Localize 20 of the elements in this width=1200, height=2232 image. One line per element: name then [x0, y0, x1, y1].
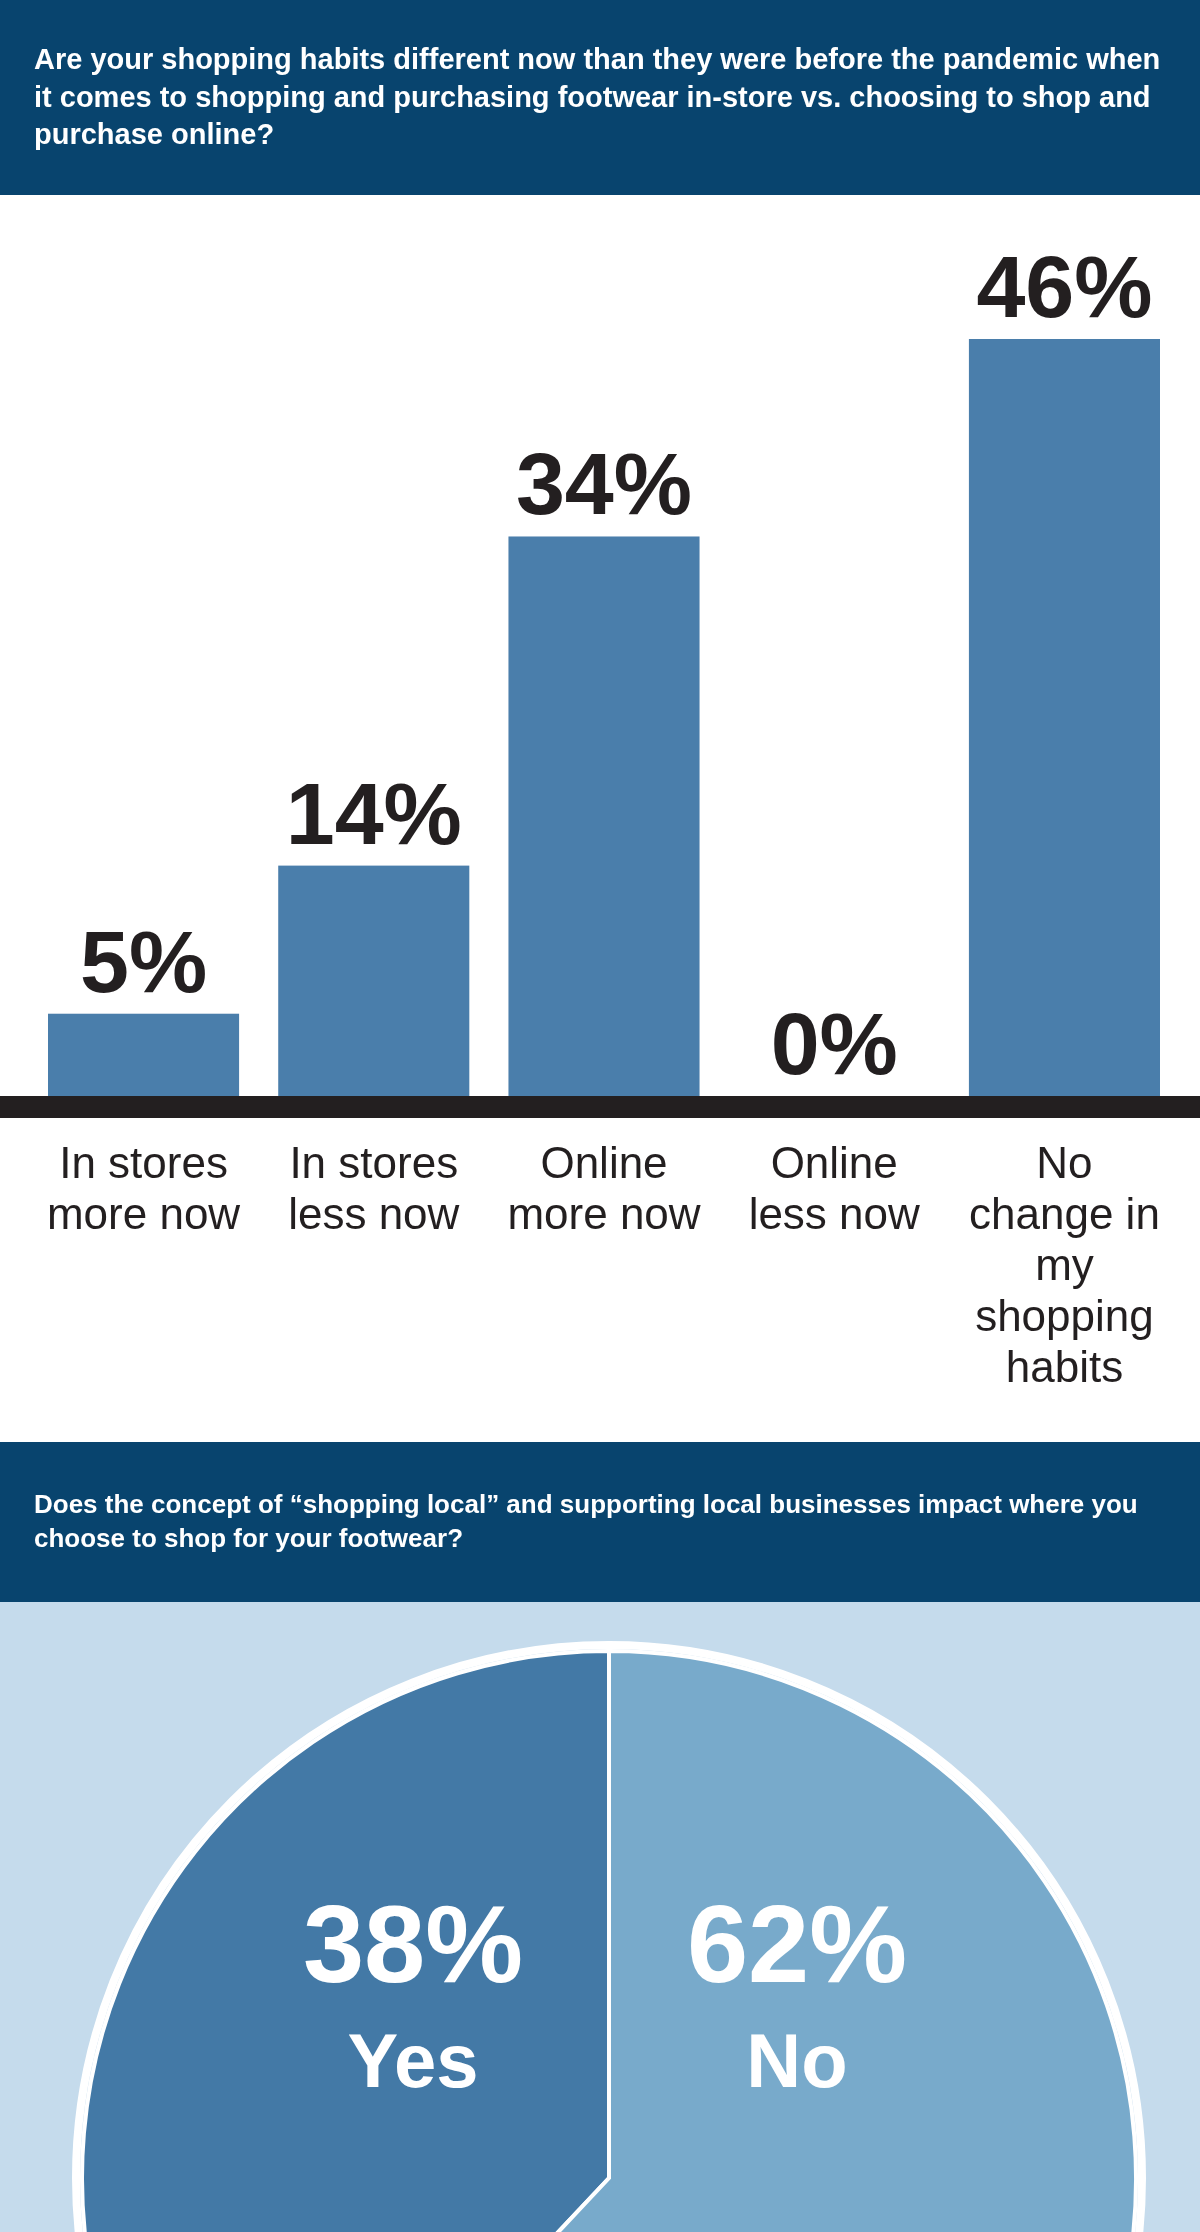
- bar: [968, 339, 1160, 1096]
- data-label: 38%: [302, 1882, 524, 2005]
- slice-label: No: [746, 2018, 848, 2103]
- data-label: 0%: [770, 994, 898, 1093]
- data-label: 14%: [285, 763, 462, 863]
- chart-title: Does the concept of “shopping local” and supporting local businesses impact where you choose to shop for your footwear?: [34, 1488, 1139, 1555]
- data-label: 46%: [976, 237, 1153, 336]
- bar: [48, 1013, 240, 1096]
- bar: [278, 865, 470, 1096]
- chart-title: Are your shopping habits different now than they were before the pandemic when it comes to shopping and purchasing footwear in-store vs. choosing to shop and purchase online?: [34, 41, 1162, 153]
- x-tick-label: In stores less now: [288, 1138, 460, 1238]
- data-label: 34%: [515, 434, 693, 534]
- x-tick-label: In stores more now: [46, 1138, 241, 1238]
- data-label: 62%: [686, 1882, 908, 2005]
- slice-label: Yes: [347, 2018, 479, 2103]
- data-label: 5%: [79, 911, 208, 1011]
- x-tick-label: No change in my shopping habits: [969, 1138, 1160, 1391]
- x-tick-label: Online less now: [748, 1138, 921, 1238]
- x-tick-label: Online more now: [507, 1138, 701, 1238]
- bar: [508, 536, 700, 1096]
